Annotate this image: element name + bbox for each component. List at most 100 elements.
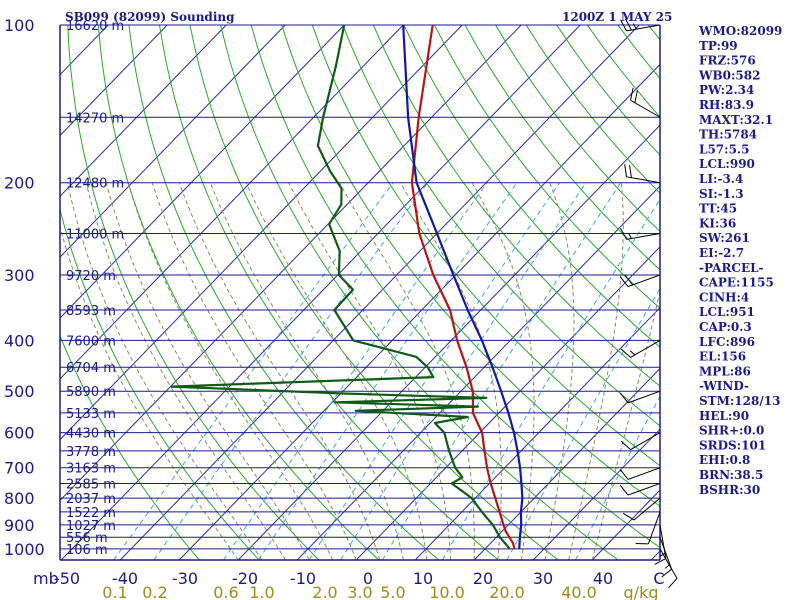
mixing-ratio-tick: 3.0 bbox=[347, 583, 372, 600]
mixing-ratio-line bbox=[506, 287, 660, 560]
wind-barb-flag bbox=[624, 274, 634, 286]
pressure-label-400: 400 bbox=[4, 331, 35, 350]
height-label: 5890 m bbox=[66, 385, 116, 400]
temperature-tick: -20 bbox=[232, 569, 258, 588]
dry-adiabat bbox=[159, 25, 499, 560]
index-value: SI:-1.3 bbox=[699, 187, 744, 201]
wind-barb-shaft bbox=[627, 482, 661, 496]
index-value: FRZ:576 bbox=[699, 54, 756, 68]
wind-barb-half-flag bbox=[629, 350, 636, 356]
temperature-unit: C bbox=[653, 569, 664, 588]
index-value: LFC:896 bbox=[699, 335, 755, 349]
wind-barb-flag bbox=[620, 228, 627, 240]
wind-barb-flag bbox=[619, 484, 629, 496]
dry-adiabat bbox=[60, 334, 200, 560]
index-value: RH:83.9 bbox=[699, 98, 754, 112]
wind-barb-shaft bbox=[627, 274, 661, 288]
wind-barb bbox=[619, 390, 661, 404]
wind-barb bbox=[619, 274, 661, 288]
dewpoint-profile bbox=[170, 25, 511, 550]
index-value: CAPE:1155 bbox=[699, 276, 774, 290]
moist-adiabat bbox=[568, 182, 624, 560]
wind-barb bbox=[620, 339, 661, 358]
mixing-ratio-line bbox=[308, 182, 561, 560]
wind-barb-shaft bbox=[659, 524, 667, 559]
index-value: L57:5.5 bbox=[699, 142, 749, 156]
index-value: CINH:4 bbox=[699, 290, 749, 304]
wind-barb-flag bbox=[619, 276, 629, 287]
valid-time: 1200Z 1 MAY 25 bbox=[562, 10, 672, 24]
isotherm bbox=[60, 25, 463, 441]
index-value: HEL:90 bbox=[699, 409, 749, 423]
isotherm bbox=[60, 25, 581, 560]
pressure-label-200: 200 bbox=[4, 174, 35, 193]
wind-barb bbox=[620, 228, 661, 240]
dry-adiabat bbox=[60, 207, 260, 560]
wind-barb-flag bbox=[661, 568, 672, 578]
moist-adiabat bbox=[544, 182, 575, 560]
wind-barb-flag bbox=[668, 578, 678, 589]
moist-adiabat bbox=[338, 182, 475, 560]
index-value: SHR+:0.0 bbox=[699, 424, 764, 438]
wind-barb-shaft bbox=[627, 467, 661, 480]
isotherm bbox=[60, 25, 522, 502]
height-label: 12480 m bbox=[66, 177, 124, 192]
index-value: SW:261 bbox=[699, 231, 750, 245]
height-label: 5133 m bbox=[66, 407, 116, 422]
mixing-ratio-line bbox=[258, 182, 518, 560]
isotherm bbox=[532, 428, 660, 560]
mixing-ratio-tick: 2.0 bbox=[312, 583, 337, 600]
index-value: TP:99 bbox=[699, 39, 738, 53]
height-label: 1027 m bbox=[66, 519, 116, 534]
height-label: 14270 m bbox=[66, 111, 124, 126]
wind-barb bbox=[630, 87, 661, 118]
pressure-label-800: 800 bbox=[4, 489, 35, 508]
isotherm bbox=[119, 25, 640, 560]
moist-adiabat bbox=[60, 224, 239, 560]
wind-barb bbox=[619, 482, 661, 496]
pressure-label-300: 300 bbox=[4, 266, 35, 285]
mixing-ratio-tick: 0.6 bbox=[213, 583, 238, 600]
wind-barb-shaft bbox=[633, 497, 661, 521]
height-label: 2585 m bbox=[66, 477, 116, 492]
index-value: BSHR:30 bbox=[699, 483, 760, 497]
index-value: BRN:38.5 bbox=[699, 468, 763, 482]
height-label: 556 m bbox=[66, 531, 108, 546]
moist-adiabat bbox=[178, 182, 381, 560]
index-value: WB0:582 bbox=[698, 68, 760, 82]
wind-barb-shaft bbox=[626, 232, 661, 240]
pressure-unit: mb bbox=[33, 569, 59, 588]
mixing-ratio-tick: 0.1 bbox=[102, 583, 127, 600]
pressure-label-700: 700 bbox=[4, 459, 35, 478]
dry-adiabat bbox=[189, 25, 559, 560]
temperature-tick: -40 bbox=[112, 569, 138, 588]
mixing-ratio-tick: 20.0 bbox=[489, 583, 525, 600]
height-label: 4430 m bbox=[66, 427, 116, 442]
height-label: 2037 m bbox=[66, 492, 116, 507]
isotherm bbox=[473, 367, 660, 560]
mixing-ratio-line bbox=[223, 182, 488, 560]
dry-adiabat bbox=[403, 25, 660, 348]
isotherm bbox=[237, 124, 660, 560]
moist-adiabat bbox=[151, 182, 357, 560]
wind-barb bbox=[620, 432, 661, 451]
mixing-ratio-line bbox=[113, 182, 394, 560]
wind-barb-shaft bbox=[659, 537, 673, 570]
isotherm bbox=[60, 25, 168, 137]
index-value: -PARCEL- bbox=[699, 261, 764, 275]
wind-barb bbox=[622, 497, 661, 521]
wind-barb-flag bbox=[634, 90, 638, 103]
dry-adiabat bbox=[67, 25, 320, 560]
wind-barb-flag bbox=[630, 87, 634, 101]
pressure-label-500: 500 bbox=[4, 382, 35, 401]
temperature-tick: -10 bbox=[290, 569, 316, 588]
dry-adiabat bbox=[342, 25, 660, 427]
temperature-profile bbox=[410, 25, 516, 550]
index-value: TT:45 bbox=[699, 202, 737, 216]
index-value: LI:-3.4 bbox=[699, 172, 743, 186]
moist-adiabat bbox=[85, 182, 286, 560]
index-value: MPL:86 bbox=[699, 364, 751, 378]
height-label: 106 m bbox=[66, 543, 108, 558]
temperature-tick: -30 bbox=[172, 569, 198, 588]
